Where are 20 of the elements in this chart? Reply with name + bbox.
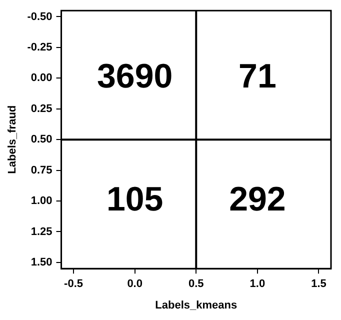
- data-label: 3690: [97, 58, 173, 96]
- y-tick-label: -0.25: [27, 41, 52, 54]
- y-tick-label: 0.75: [30, 164, 52, 176]
- x-tick-label: 1.0: [250, 278, 266, 290]
- data-label: 105: [106, 180, 164, 218]
- x-tick-label: -0.5: [64, 278, 84, 290]
- y-tick-label: 1.00: [30, 195, 52, 208]
- y-axis-title: Labels_fraud: [6, 105, 19, 174]
- y-tick-label: 1.50: [30, 256, 52, 268]
- y-tick-label: 0.25: [30, 102, 52, 115]
- y-tick-label: 0.00: [30, 72, 52, 84]
- x-tick-label: 0.5: [188, 278, 204, 290]
- data-label: 71: [238, 58, 276, 96]
- x-tick-label: 0.0: [127, 278, 142, 290]
- x-tick-label: 1.5: [311, 278, 326, 290]
- data-label: 292: [229, 180, 286, 218]
- x-axis-title: Labels_kmeans: [155, 299, 238, 312]
- y-tick-label: -0.50: [27, 10, 52, 23]
- y-tick-label: 0.50: [30, 134, 52, 146]
- y-tick-label: 1.25: [30, 226, 52, 238]
